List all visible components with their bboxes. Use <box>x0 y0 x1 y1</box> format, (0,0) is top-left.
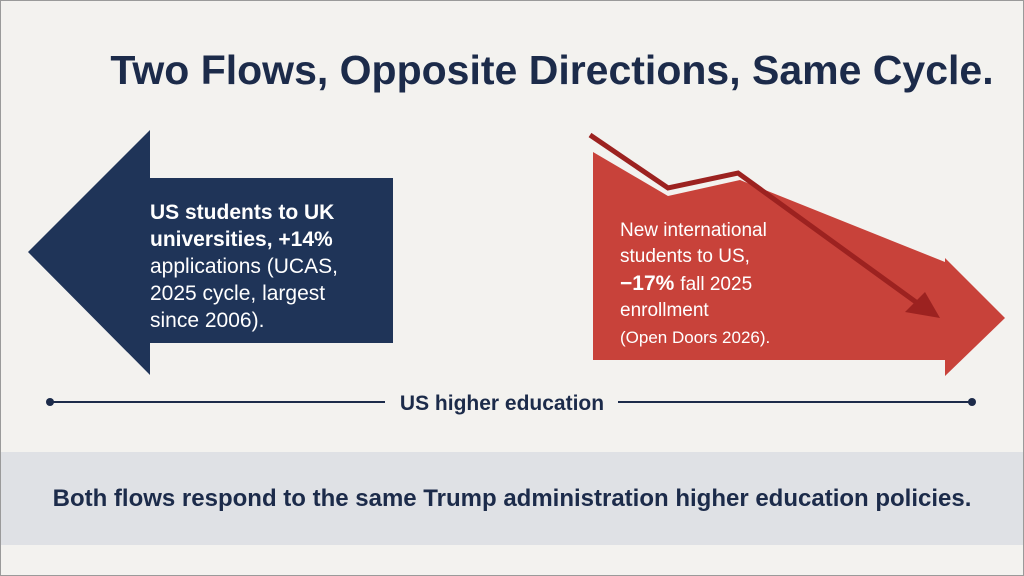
left-line: since 2006). <box>150 309 264 332</box>
title: Two Flows, Opposite Directions, Same Cyc… <box>110 47 993 93</box>
trend-arrowhead <box>905 292 940 318</box>
right-arrow <box>593 152 1005 376</box>
right-line: enrollment <box>620 300 709 321</box>
right-line: (Open Doors 2026). <box>620 328 770 347</box>
footer-text: Both flows respond to the same Trump adm… <box>53 485 972 512</box>
left-text: US students to UK universities, +14% app… <box>150 201 338 332</box>
right-line: −17% fall 2025 <box>620 272 752 295</box>
right-line-part: fall 2025 <box>680 274 752 295</box>
right-text: New international students to US, −17% fa… <box>620 220 770 347</box>
left-line: applications (UCAS, <box>150 255 338 278</box>
right-line: students to US, <box>620 246 750 267</box>
left-line: US students to UK <box>150 201 334 224</box>
left-line: universities, +14% <box>150 228 333 251</box>
left-line: 2025 cycle, largest <box>150 282 325 305</box>
right-highlight: −17% <box>620 272 675 295</box>
axis-dot <box>46 398 54 406</box>
trend-line <box>588 132 922 308</box>
left-arrow <box>28 130 393 375</box>
footer-band <box>1 452 1023 545</box>
axis-label: US higher education <box>400 392 604 415</box>
right-line: New international <box>620 220 767 241</box>
axis-dot <box>968 398 976 406</box>
